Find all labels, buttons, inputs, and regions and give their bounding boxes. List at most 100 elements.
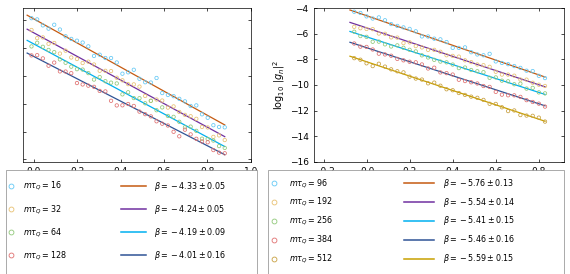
Point (503, 109, 512, 113)
Point (118, 72, 127, 76)
Point (380, 32, 389, 36)
Point (129, 82, 139, 87)
Point (152, 76, 161, 80)
Point (430, 58, 439, 62)
Point (78, 40, 87, 45)
Point (510, 82, 519, 86)
Point (214, 150, 223, 155)
Point (534, 101, 543, 106)
Point (417, 53, 426, 58)
Point (78, 67, 87, 72)
Text: $m\tau_Q = 256$: $m\tau_Q = 256$ (288, 215, 332, 227)
Point (393, 69, 402, 73)
Point (95, 89, 104, 93)
Point (27, 16, 36, 20)
Point (448, 88, 457, 92)
Point (78, 61, 87, 65)
Point (55, 27, 64, 32)
Point (380, 52, 389, 57)
Point (510, 108, 519, 113)
Point (129, 96, 139, 100)
Point (522, 98, 531, 102)
Point (67, 64, 76, 69)
Point (55, 57, 64, 62)
Point (356, 11, 365, 15)
Point (67, 37, 76, 41)
Point (430, 65, 439, 70)
Point (448, 62, 457, 67)
Point (485, 65, 494, 69)
Point (50, 41, 59, 45)
Point (95, 68, 104, 73)
Point (214, 144, 223, 148)
Point (349, 10, 359, 14)
Point (448, 46, 457, 50)
Point (180, 127, 189, 132)
Point (430, 48, 439, 52)
Point (528, 81, 538, 85)
Point (192, 103, 201, 108)
Point (411, 29, 420, 33)
Point (356, 26, 365, 30)
Point (118, 78, 127, 82)
Point (135, 84, 144, 89)
Point (141, 94, 150, 98)
Point (461, 93, 470, 97)
Point (442, 60, 451, 65)
Point (158, 105, 167, 110)
Point (386, 67, 396, 72)
Point (362, 14, 371, 19)
Point (175, 110, 184, 114)
Point (356, 44, 365, 49)
Point (220, 151, 229, 155)
Point (169, 130, 178, 134)
Point (522, 68, 531, 73)
Text: $m\tau_Q = 192$: $m\tau_Q = 192$ (288, 196, 332, 209)
Point (374, 52, 384, 56)
Point (430, 36, 439, 41)
Point (95, 75, 104, 79)
Point (72, 57, 82, 61)
Point (124, 82, 133, 86)
Point (38, 56, 47, 61)
Point (175, 120, 184, 124)
Point (169, 94, 178, 98)
Point (436, 59, 445, 64)
Point (528, 100, 538, 104)
Point (27, 44, 36, 48)
Point (454, 46, 463, 50)
Point (522, 86, 531, 91)
Point (362, 27, 371, 31)
Point (67, 71, 76, 75)
Point (424, 81, 433, 85)
Point (436, 50, 445, 54)
Point (528, 114, 538, 118)
Point (491, 102, 500, 106)
Point (534, 115, 543, 120)
Point (374, 15, 384, 20)
Point (436, 70, 445, 75)
Y-axis label: $\log_{10}\,|g_n|^2$: $\log_{10}\,|g_n|^2$ (271, 60, 287, 110)
Point (405, 27, 414, 31)
Point (485, 85, 494, 89)
Point (72, 67, 82, 71)
Point (209, 148, 218, 152)
Point (118, 92, 127, 96)
Point (479, 53, 488, 58)
Point (522, 78, 531, 82)
Point (135, 77, 144, 81)
Point (399, 70, 408, 75)
Point (164, 114, 173, 118)
Point (436, 37, 445, 42)
Text: $m\tau_Q = 64$: $m\tau_Q = 64$ (23, 226, 62, 239)
Point (118, 103, 127, 107)
Point (503, 93, 512, 98)
Point (197, 136, 206, 141)
Point (461, 45, 470, 50)
Point (50, 50, 59, 54)
Point (503, 62, 512, 66)
Point (522, 113, 531, 118)
Point (32, 36, 42, 40)
Point (112, 60, 121, 65)
Text: $\beta = -5.76 \pm 0.13$: $\beta = -5.76 \pm 0.13$ (443, 177, 514, 190)
